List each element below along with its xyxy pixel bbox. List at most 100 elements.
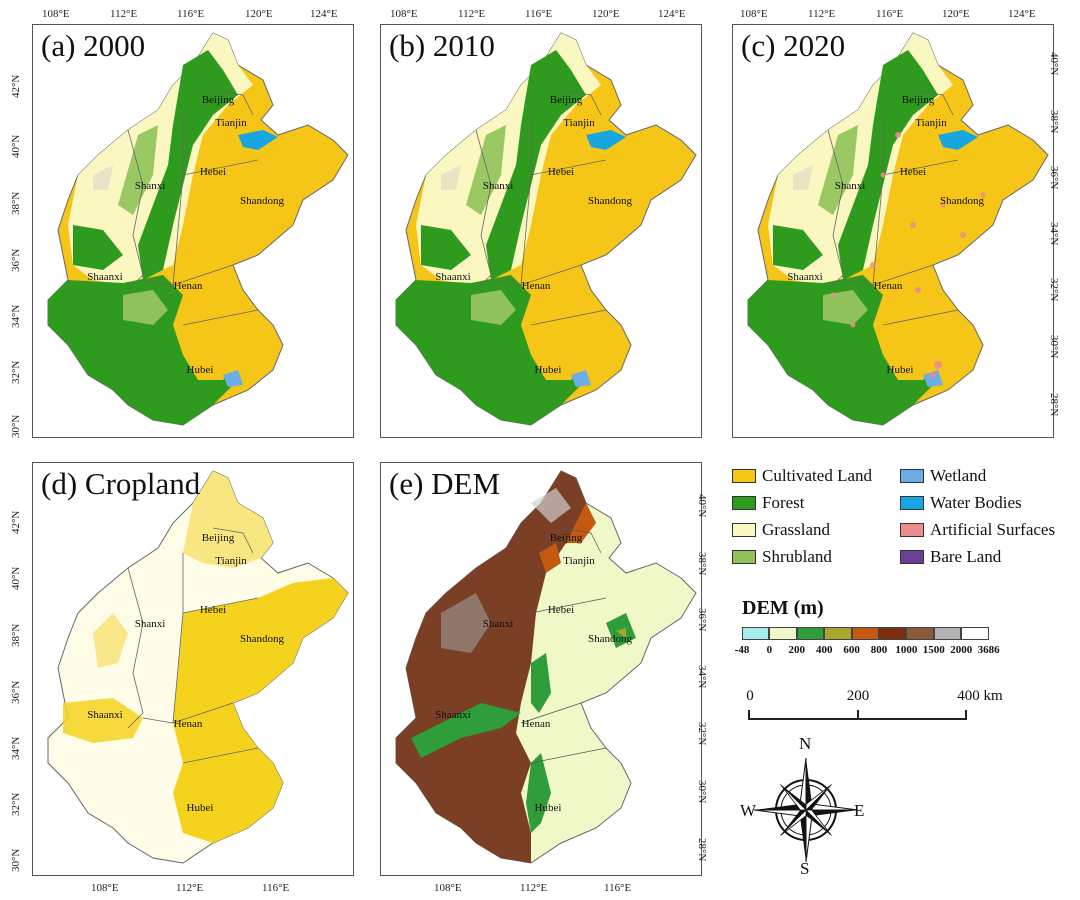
province-label-hebei: Hebei: [199, 166, 227, 178]
legend-swatch-shrubland: [732, 550, 756, 564]
province-label-henan: Henan: [521, 718, 551, 730]
top-tick: 116°E: [876, 8, 904, 20]
compass-w: W: [740, 801, 757, 820]
panel-title: (c) 2020: [741, 28, 846, 63]
province-label-henan: Henan: [873, 280, 903, 292]
side-tick: 36°N: [1048, 166, 1060, 190]
legend-swatch-water: [900, 496, 924, 510]
top-tick: 112°E: [458, 8, 486, 20]
dem-legend-title: DEM (m): [742, 597, 824, 619]
side-tick: 30°N: [1048, 335, 1060, 359]
side-tick: 34°N: [10, 736, 22, 760]
side-tick: 38°N: [696, 552, 708, 576]
legend-label: Artificial Surfaces: [930, 520, 1056, 539]
province-label-beijing: Beijing: [201, 94, 235, 106]
top-tick: 116°E: [177, 8, 205, 20]
map-panel-2010: (b) 2010: [380, 24, 702, 438]
side-tick: 42°N: [10, 74, 22, 98]
side-tick: 32°N: [696, 722, 708, 746]
legend-swatch-artificial: [900, 523, 924, 537]
legend-label: Forest: [762, 493, 805, 512]
map-panel-dem: (e) DEM: [380, 462, 702, 876]
side-tick: 34°N: [10, 304, 22, 328]
bottom-tick: 108°E: [434, 882, 462, 894]
panel-title: (b) 2010: [389, 28, 495, 63]
dem-swatch: [933, 627, 962, 640]
top-tick: 116°E: [525, 8, 553, 20]
side-tick: 40°N: [10, 134, 22, 158]
scale-tick: [965, 710, 967, 720]
dem-break-label: 400: [815, 644, 833, 656]
top-tick: 108°E: [42, 8, 70, 20]
side-tick: 40°N: [10, 566, 22, 590]
dem-break-label: 2000: [950, 644, 973, 656]
province-label-hebei: Hebei: [899, 166, 927, 178]
top-tick: 108°E: [390, 8, 418, 20]
panel-title: (d) Cropland: [41, 466, 201, 501]
side-tick: 28°N: [1048, 393, 1060, 417]
side-tick: 38°N: [10, 191, 22, 215]
legend-swatch-forest: [732, 496, 756, 510]
top-tick: 120°E: [942, 8, 970, 20]
top-tick: 120°E: [592, 8, 620, 20]
province-label-hubei: Hubei: [186, 364, 214, 376]
province-label-hubei: Hubei: [534, 364, 562, 376]
province-label-shandong: Shandong: [240, 195, 284, 207]
legend-label: Wetland: [930, 466, 987, 485]
side-tick: 30°N: [696, 780, 708, 804]
province-label-tianjin: Tianjin: [215, 117, 247, 129]
side-tick: 42°N: [10, 510, 22, 534]
panel-title: (a) 2000: [41, 28, 146, 63]
legend-label: Shrubland: [762, 547, 832, 566]
compass-n: N: [799, 734, 812, 753]
dem-swatch: [742, 627, 770, 640]
province-label-shaanxi: Shaanxi: [435, 709, 471, 721]
north-arrow-icon: [753, 757, 859, 863]
side-tick: 32°N: [10, 360, 22, 384]
province-label-shandong: Shandong: [588, 633, 632, 645]
province-label-shanxi: Shanxi: [834, 180, 866, 192]
side-tick: 38°N: [10, 623, 22, 647]
side-tick: 38°N: [1048, 110, 1060, 134]
province-label-hebei: Hebei: [547, 604, 575, 616]
dem-map: [395, 470, 697, 864]
province-label-shaanxi: Shaanxi: [87, 709, 123, 721]
dem-break-label: 800: [870, 644, 888, 656]
province-label-shanxi: Shanxi: [134, 618, 166, 630]
side-tick: 40°N: [1048, 52, 1060, 76]
landcover-map-2010: [395, 32, 697, 426]
dem-break-label: 200: [788, 644, 806, 656]
province-label-tianjin: Tianjin: [215, 555, 247, 567]
province-label-tianjin: Tianjin: [915, 117, 947, 129]
side-tick: 36°N: [696, 608, 708, 632]
bottom-tick: 108°E: [91, 882, 119, 894]
map-panel-2020: (c) 2020: [732, 24, 1054, 438]
top-tick: 108°E: [740, 8, 768, 20]
landcover-map-2000: [47, 32, 349, 426]
province-label-shandong: Shandong: [240, 633, 284, 645]
province-label-shanxi: Shanxi: [482, 180, 514, 192]
dem-swatch: [796, 627, 825, 640]
dem-break-label: 0: [766, 644, 773, 656]
compass-s: S: [800, 859, 810, 878]
dem-break-label: 1500: [922, 644, 945, 656]
scale-tick: [857, 710, 859, 720]
side-tick: 30°N: [10, 414, 22, 438]
province-label-shanxi: Shanxi: [482, 618, 514, 630]
scale-label: 200: [846, 688, 870, 704]
dem-swatch: [851, 627, 879, 640]
panel-title: (e) DEM: [389, 466, 501, 501]
province-label-beijing: Beijing: [549, 94, 583, 106]
legend-label: Water Bodies: [930, 493, 1022, 512]
province-label-hebei: Hebei: [547, 166, 575, 178]
bottom-tick: 112°E: [520, 882, 548, 894]
top-tick: 124°E: [310, 8, 338, 20]
dem-swatch: [879, 627, 907, 640]
top-tick: 120°E: [245, 8, 273, 20]
province-label-shaanxi: Shaanxi: [787, 271, 823, 283]
province-label-hubei: Hubei: [534, 802, 562, 814]
bottom-tick: 112°E: [176, 882, 204, 894]
province-label-shandong: Shandong: [940, 195, 984, 207]
legend-swatch-grassland: [732, 523, 756, 537]
legend-label: Cultivated Land: [762, 466, 873, 485]
